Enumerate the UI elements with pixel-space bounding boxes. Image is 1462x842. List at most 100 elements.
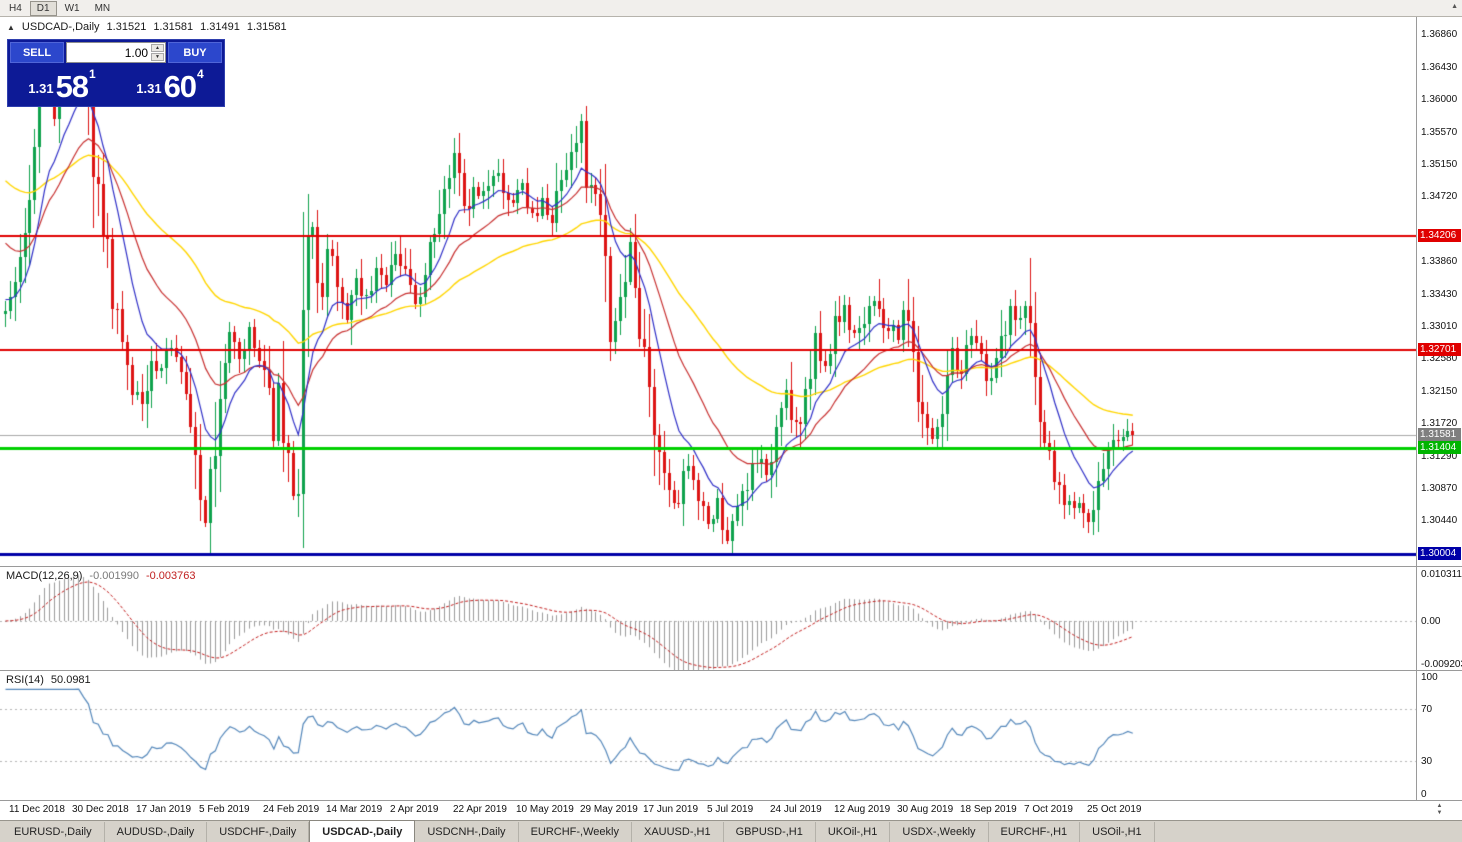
volume-control[interactable]: 1.00 ▲ ▼ <box>66 42 166 63</box>
buy-button[interactable]: BUY <box>168 42 222 63</box>
price-axis-separator <box>1416 17 1417 800</box>
rsi-axis-label: 70 <box>1421 704 1433 715</box>
price-level-label: 1.31581 <box>1418 427 1461 441</box>
date-tick-label: 5 Feb 2019 <box>199 804 250 815</box>
tab-gbpusd-h1[interactable]: GBPUSD-,H1 <box>724 822 816 842</box>
price-tick-label: 1.30870 <box>1421 482 1458 494</box>
date-tick-label: 30 Dec 2018 <box>72 804 129 815</box>
price-tick-label: 1.33860 <box>1421 256 1458 268</box>
price-tick-label: 1.36860 <box>1421 29 1458 41</box>
date-tick-label: 24 Feb 2019 <box>263 804 320 815</box>
tab-usdcnh-daily[interactable]: USDCNH-,Daily <box>415 822 519 842</box>
tab-usdcad-daily[interactable]: USDCAD-,Daily <box>309 820 416 842</box>
date-tick-label: 17 Jun 2019 <box>643 804 699 815</box>
ohlc-low: 1.31491 <box>200 21 240 33</box>
rsi-indicator-label: RSI(14) 50.0981 <box>6 674 91 686</box>
sell-price[interactable]: 1.31 58 1 <box>10 65 114 104</box>
date-tick-label: 29 May 2019 <box>580 804 638 815</box>
sell-price-sup: 1 <box>89 67 96 81</box>
symbol-direction-icon: ▲ <box>7 22 15 32</box>
ohlc-open: 1.31521 <box>106 21 147 33</box>
buy-price[interactable]: 1.31 60 4 <box>118 65 222 104</box>
price-axis[interactable]: 1.36860 1.36430 1.36000 1.35570 1.35150 1.347… <box>1417 17 1462 800</box>
price-level-label: 1.34206 <box>1418 229 1461 243</box>
date-axis[interactable]: 11 Dec 2018 30 Dec 2018 17 Jan 2019 5 Feb 2… <box>0 800 1416 820</box>
ohlc-close: 1.31581 <box>246 21 287 33</box>
rsi-axis-label: 30 <box>1421 756 1433 767</box>
chart-tabs-bar: EURUSD-,Daily AUDUSD-,Daily USDCHF-,Daily U… <box>0 820 1462 842</box>
date-tick-label: 7 Oct 2019 <box>1024 804 1073 815</box>
trade-prices-row: 1.31 58 1 1.31 60 4 <box>10 65 222 104</box>
price-tick-label: 1.32580 <box>1421 353 1458 365</box>
panel-separator[interactable] <box>0 566 1462 567</box>
rsi-value: 50.0981 <box>50 674 91 686</box>
timeframe-button-w1[interactable]: W1 <box>64 2 80 14</box>
tab-ukoil-h1[interactable]: UKOil-,H1 <box>816 822 891 842</box>
date-tick-label: 11 Dec 2018 <box>9 804 65 815</box>
rsi-indicator-canvas[interactable] <box>0 670 1416 800</box>
tab-eurchf-weekly[interactable]: EURCHF-,Weekly <box>519 822 632 842</box>
volume-decrease-icon[interactable]: ▼ <box>151 53 164 61</box>
price-level-label: 1.32701 <box>1418 343 1461 357</box>
date-tick-label: 24 Jul 2019 <box>770 804 822 815</box>
timeframe-button-d1[interactable]: D1 <box>29 0 57 16</box>
date-tick-label: 18 Sep 2019 <box>960 804 1017 815</box>
price-tick-label: 1.30440 <box>1421 515 1458 527</box>
sell-button[interactable]: SELL <box>10 42 64 63</box>
date-tick-label: 25 Oct 2019 <box>1087 804 1142 815</box>
timeframe-button-mn[interactable]: MN <box>94 2 111 14</box>
date-tick-label: 14 Mar 2019 <box>326 804 383 815</box>
trade-controls-row: SELL 1.00 ▲ ▼ BUY <box>10 42 222 63</box>
date-tick-label: 17 Jan 2019 <box>136 804 192 815</box>
macd-axis-label: 0.010311 <box>1421 569 1462 580</box>
date-tick-label: 12 Aug 2019 <box>834 804 891 815</box>
date-tick-label: 10 May 2019 <box>516 804 574 815</box>
price-tick-label: 1.36430 <box>1421 61 1458 73</box>
chart-header: ▲ USDCAD-,Daily 1.31521 1.31581 1.31491 … <box>7 21 287 33</box>
macd-indicator-canvas[interactable] <box>0 566 1416 670</box>
macd-main-value: -0.001990 <box>89 570 139 582</box>
sell-price-base: 1.31 <box>28 81 54 96</box>
price-tick-label: 1.36000 <box>1421 94 1458 106</box>
buy-price-big: 60 <box>163 69 197 104</box>
ohlc-high: 1.31581 <box>153 21 194 33</box>
axis-corner: ▲ ▼ <box>1417 800 1462 820</box>
date-tick-label: 22 Apr 2019 <box>453 804 507 815</box>
macd-indicator-label: MACD(12,26,9) -0.001990 -0.003763 <box>6 570 196 582</box>
date-tick-label: 5 Jul 2019 <box>707 804 754 815</box>
buy-price-sup: 4 <box>197 67 204 81</box>
price-tick-label: 1.35150 <box>1421 158 1458 170</box>
scroll-up-icon[interactable]: ▲ <box>1451 3 1458 10</box>
date-tick-label: 30 Aug 2019 <box>897 804 954 815</box>
rsi-axis-label: 0 <box>1421 789 1427 800</box>
rsi-name: RSI(14) <box>6 674 44 686</box>
price-tick-label: 1.31720 <box>1421 418 1458 430</box>
scroll-up-icon[interactable]: ▲ <box>1436 803 1443 809</box>
timeframe-buttons: H4 D1 W1 MN <box>2 0 118 16</box>
tab-eurusd-daily[interactable]: EURUSD-,Daily <box>2 822 105 842</box>
price-tick-label: 1.31290 <box>1421 450 1458 462</box>
macd-name: MACD(12,26,9) <box>6 570 83 582</box>
tab-usoil-h1[interactable]: USOil-,H1 <box>1080 822 1155 842</box>
scroll-down-icon[interactable]: ▼ <box>1436 810 1443 816</box>
chart-title: USDCAD-,Daily <box>21 21 100 33</box>
tab-eurchf-h1[interactable]: EURCHF-,H1 <box>989 822 1081 842</box>
tab-usdx-weekly[interactable]: USDX-,Weekly <box>890 822 989 842</box>
buy-price-base: 1.31 <box>136 81 162 96</box>
price-level-label: 1.31404 <box>1418 441 1461 455</box>
macd-axis-label: 0.00 <box>1421 615 1441 627</box>
price-chart-canvas[interactable] <box>0 17 1416 566</box>
sell-price-big: 58 <box>55 69 89 104</box>
volume-value[interactable]: 1.00 <box>124 45 149 60</box>
panel-separator[interactable] <box>0 670 1462 671</box>
tab-audusd-daily[interactable]: AUDUSD-,Daily <box>105 822 208 842</box>
timeframe-toolbar: H4 D1 W1 MN ▲ <box>0 0 1462 17</box>
tab-usdchf-daily[interactable]: USDCHF-,Daily <box>207 822 310 842</box>
volume-increase-icon[interactable]: ▲ <box>151 44 164 52</box>
rsi-axis-label: 100 <box>1421 672 1438 683</box>
price-tick-label: 1.34720 <box>1421 191 1458 203</box>
tab-xauusd-h1[interactable]: XAUUSD-,H1 <box>632 822 724 842</box>
date-tick-label: 2 Apr 2019 <box>390 804 439 815</box>
timeframe-button-h4[interactable]: H4 <box>9 2 22 14</box>
